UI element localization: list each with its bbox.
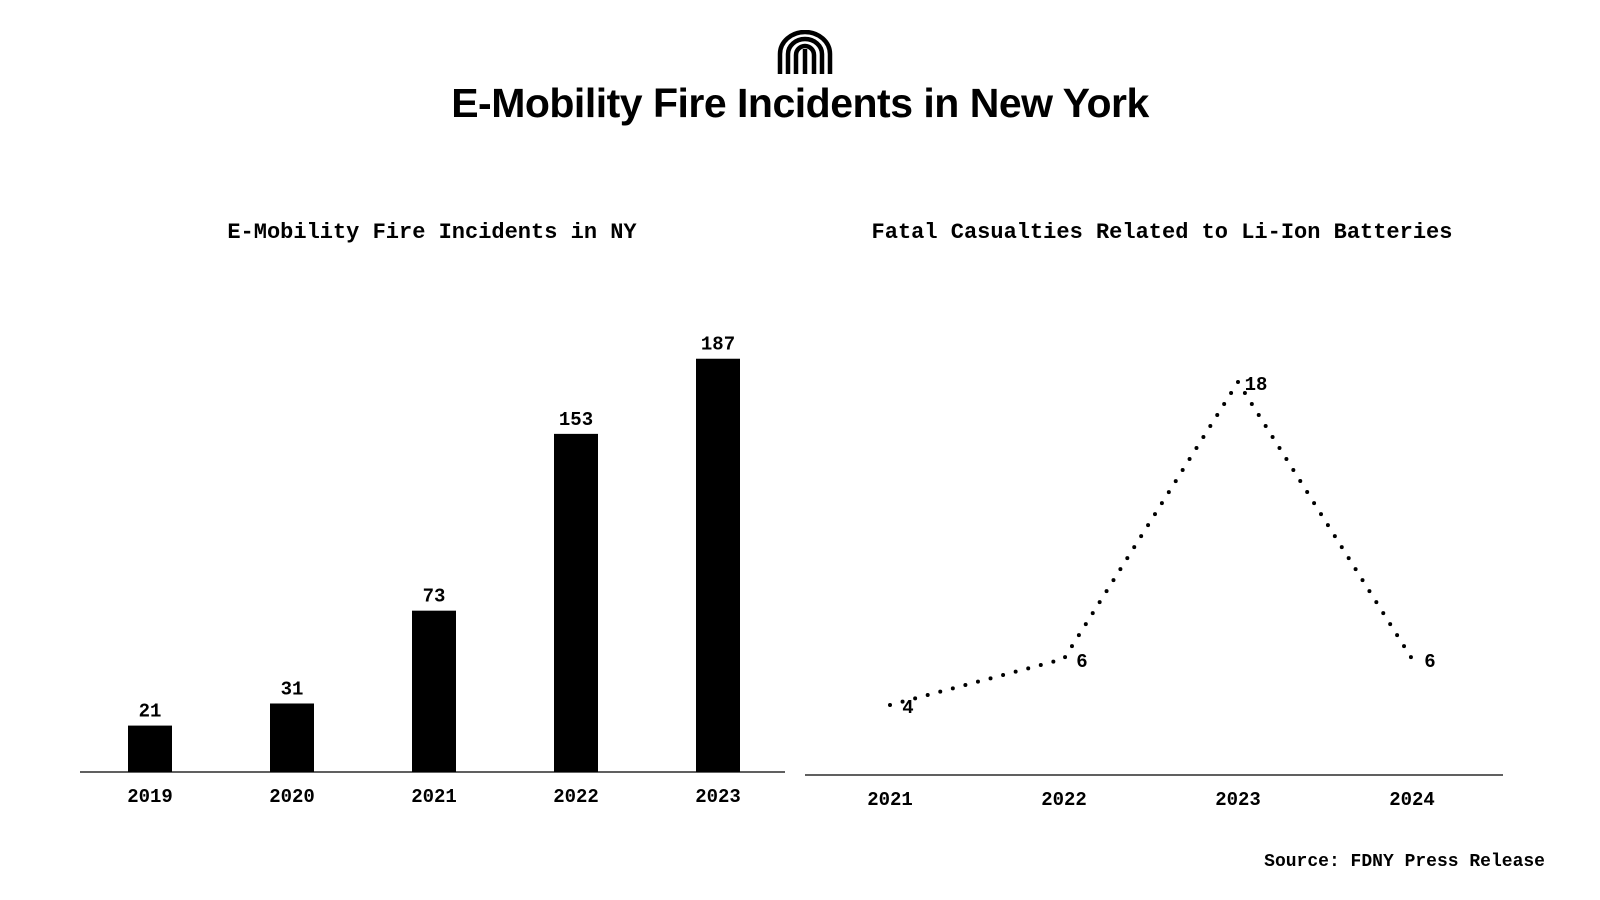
bar-x-tick-2023: 2023 [695,786,741,808]
line-x-tick-2023: 2023 [1215,789,1261,811]
bar-marks-group: 21 2019 31 2020 73 2021 153 2022 187 2023 [127,334,741,808]
bar-value-label-2020: 31 [281,678,304,700]
bar-chart-incidents: E-Mobility Fire Incidents in NY 21 2019 31… [80,220,785,808]
bar-chart-title: E-Mobility Fire Incidents in NY [227,220,637,245]
bar-value-label-2019: 21 [139,701,162,723]
bar-x-tick-2019: 2019 [127,786,173,808]
bar-x-tick-2020: 2020 [269,786,315,808]
source-note: Source: FDNY Press Release [1264,852,1545,872]
line-x-tick-2021: 2021 [867,789,913,811]
line-chart-title: Fatal Casualties Related to Li-Ion Batte… [872,220,1453,245]
line-value-label-2023: 18 [1245,374,1268,396]
bar-value-label-2021: 73 [423,586,446,608]
line-value-label-2022: 6 [1076,651,1087,673]
bar-2021 [412,610,456,772]
bar-2022 [554,433,598,772]
line-value-label-2021: 4 [902,697,913,719]
line-value-label-2024: 6 [1424,651,1435,673]
line-marks-group: 4 2021 6 2022 18 2023 6 2024 [867,374,1436,811]
page-title: E-Mobility Fire Incidents in New York [451,80,1149,126]
line-chart-fatalities: Fatal Casualties Related to Li-Ion Batte… [805,220,1503,811]
bar-value-label-2023: 187 [701,334,735,356]
bar-2019 [128,725,172,772]
bar-2023 [696,358,740,772]
bar-x-tick-2021: 2021 [411,786,457,808]
bar-x-tick-2022: 2022 [553,786,599,808]
bar-2020 [270,703,314,772]
line-x-tick-2024: 2024 [1389,789,1435,811]
fatalities-dotted-line [888,378,1414,707]
mm-arch-logo-icon [777,30,833,74]
bar-value-label-2022: 153 [559,409,593,431]
line-x-tick-2022: 2022 [1041,789,1087,811]
